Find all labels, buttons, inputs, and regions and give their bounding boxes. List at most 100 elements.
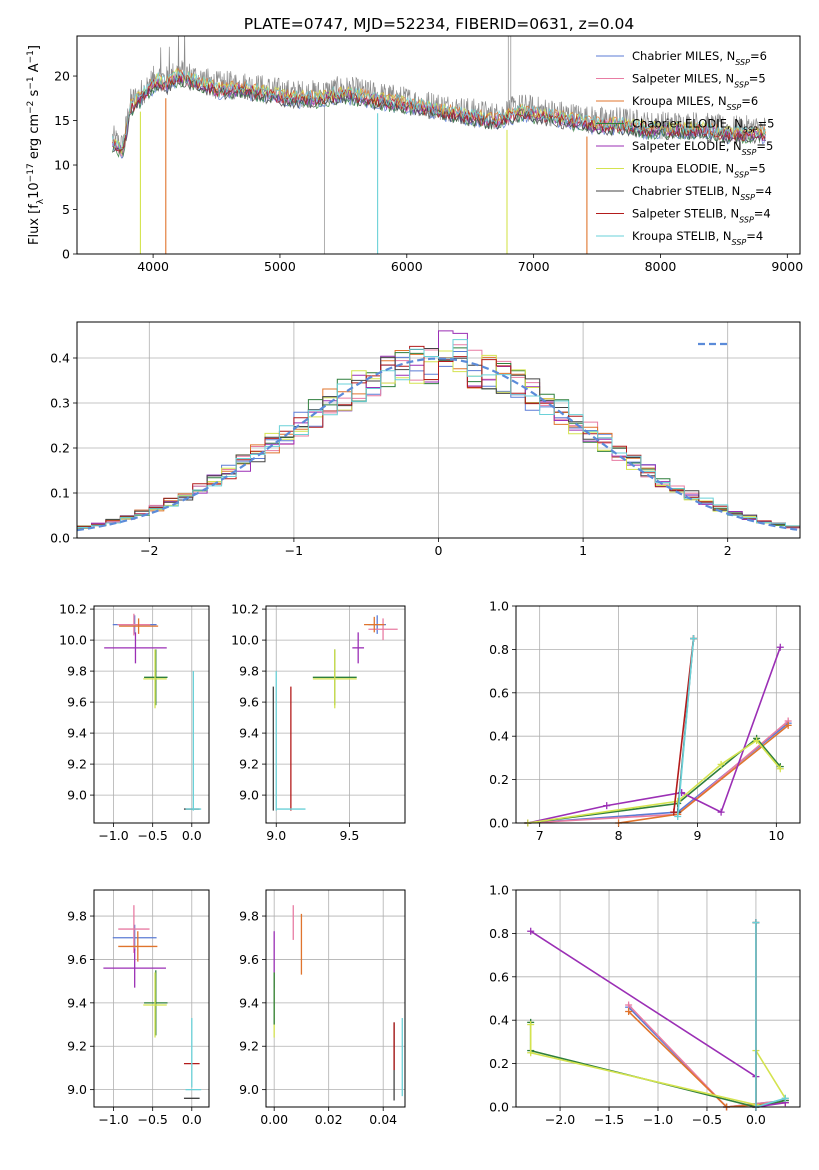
histogram-step: [77, 339, 800, 528]
chart-age_vs_mass: 9.0 9.5 9.0 9.2 9.4 9.6 9.8 10.0 10.2: [231, 602, 406, 843]
y-tick-label: 0.4: [489, 1013, 509, 1028]
weight-marker: [670, 808, 678, 816]
legend-label-suffix: =5: [749, 72, 766, 86]
x-tick-label: 9.5: [339, 828, 359, 843]
chart-residuals: −2 −1 0 1 2 0.0 0.1 0.2 0.3 0.4: [50, 321, 801, 558]
plot-frame: [515, 605, 801, 824]
legend-label: Kroupa ELODIE, NSSP=5: [632, 162, 766, 180]
y-tick-label: 9.6: [239, 952, 259, 967]
legend-label-suffix: =4: [746, 229, 763, 243]
y-tick-label: 0.4: [50, 351, 70, 366]
weight-marker: [776, 765, 784, 773]
y-axis-label-part: A: [27, 63, 42, 76]
data-point: [104, 632, 167, 664]
x-tick-label: 9.0: [266, 828, 286, 843]
data-point: [144, 970, 168, 1036]
y-tick-label: 1.0: [489, 883, 509, 898]
y-tick-label: 0.2: [489, 1056, 509, 1071]
y-axis-label-part: −17: [26, 163, 36, 182]
y-tick-label: 9.6: [239, 695, 259, 710]
chart-spectrum: 4000 5000 6000 7000 8000 9000 0 5 10 15 20 Flux [fλ…: [26, 35, 803, 274]
legend-label-sub: SSP: [727, 103, 742, 112]
y-axis-label-part: −1: [26, 50, 36, 63]
legend-label: Chabrier MILES, NSSP=6: [632, 49, 767, 67]
legend-label-name: Chabrier MILES, N: [632, 49, 735, 63]
weight-marker: [752, 919, 760, 927]
weight-marker: [753, 737, 761, 745]
weight-marker: [674, 812, 682, 820]
weight-marker: [717, 808, 725, 816]
data-point: [143, 649, 167, 709]
legend-label-suffix: =5: [756, 139, 773, 153]
legend-label-name: Kroupa STELIB, N: [632, 229, 732, 243]
chart-mass_vs_ebv: 0.00 0.02 0.04 9.0 9.2 9.4 9.6 9.8: [239, 889, 406, 1127]
legend-label: Salpeter STELIB, NSSP=4: [632, 207, 771, 225]
y-tick-label: 9.4: [67, 726, 87, 741]
data-point: [368, 618, 398, 641]
y-tick-label: 10: [54, 158, 70, 173]
x-tick-label: 8: [615, 828, 623, 843]
y-tick-label: 9.8: [67, 664, 87, 679]
chart-weight_vs_Z: −2.0 −1.5 −1.0 −0.5 0.0 0.0 0.2 0.4 0.6 0.8 1.0: [489, 883, 801, 1127]
x-tick-label: −0.5: [137, 1112, 167, 1127]
data-point: [144, 649, 168, 706]
y-tick-label: 9.6: [67, 695, 87, 710]
legend-label-sub: SSP: [734, 80, 749, 89]
y-tick-label: 0.0: [489, 816, 509, 831]
weight-marker: [527, 927, 535, 935]
y-tick-label: 0.8: [489, 642, 509, 657]
weight-marker: [784, 721, 792, 729]
x-tick-label: 0.0: [182, 828, 202, 843]
legend: Chabrier MILES, NSSP=6 Salpeter MILES, NS…: [596, 49, 774, 247]
data-point: [312, 649, 357, 709]
x-tick-label: −2: [140, 543, 158, 558]
x-tick-label: 0.00: [260, 1112, 288, 1127]
data-point: [119, 618, 159, 634]
y-tick-label: 10.2: [231, 602, 259, 617]
y-tick-label: 0.8: [489, 926, 509, 941]
data-point: [118, 931, 158, 962]
weight-line: [527, 722, 789, 823]
y-tick-label: 10.0: [231, 633, 259, 648]
y-tick-label: 9.4: [239, 726, 259, 741]
x-tick-label: 0.0: [182, 1112, 202, 1127]
legend-label: Salpeter ELODIE, NSSP=5: [632, 139, 773, 157]
model-line: [112, 71, 766, 152]
x-tick-label: −1: [285, 543, 303, 558]
model-line: [112, 69, 766, 149]
y-axis-label-part: −2: [26, 101, 36, 114]
x-tick-label: 0.0: [746, 1112, 766, 1127]
legend-label: Kroupa STELIB, NSSP=4: [632, 229, 763, 247]
weight-line: [628, 1004, 786, 1107]
plot-frame: [515, 889, 801, 1108]
y-tick-label: 20: [54, 69, 70, 84]
y-tick-label: 9.0: [67, 788, 87, 803]
legend-label-name: Chabrier STELIB, N: [632, 184, 740, 198]
x-tick-label: 4000: [137, 259, 169, 274]
legend-label-suffix: =4: [755, 184, 772, 198]
weight-line: [527, 646, 782, 823]
y-tick-label: 0.2: [489, 772, 509, 787]
plot-frame: [265, 889, 406, 1108]
x-tick-label: 10: [768, 828, 784, 843]
y-tick-label: 0.6: [489, 969, 509, 984]
chart-weight_vs_age: 7 8 9 10 0.0 0.2 0.4 0.6 0.8 1.0: [489, 599, 801, 843]
plot-frame: [93, 605, 210, 824]
figure-title: PLATE=0747, MJD=52234, FIBERID=0631, z=0…: [244, 15, 634, 33]
x-tick-label: −2.0: [545, 1112, 575, 1127]
legend-label-name: Kroupa MILES, N: [632, 94, 727, 108]
legend-label: Salpeter MILES, NSSP=5: [632, 72, 766, 90]
y-axis-label-part: s: [27, 89, 42, 100]
y-tick-label: 0: [62, 247, 70, 262]
y-axis-label-part: Flux [f: [27, 204, 42, 245]
legend-label-suffix: =5: [749, 162, 766, 176]
data-point: [364, 616, 385, 633]
chart-age_vs_Z: −1.0 −0.5 0.0 9.0 9.2 9.4 9.6 9.8 10.0 10.2: [59, 602, 210, 843]
x-tick-label: −1.0: [643, 1112, 673, 1127]
y-tick-label: 0.3: [50, 396, 70, 411]
legend-label-sub: SSP: [743, 125, 758, 134]
legend-label-suffix: =4: [754, 207, 771, 221]
weight-marker: [527, 1049, 535, 1057]
legend-label: Kroupa MILES, NSSP=6: [632, 94, 758, 112]
x-tick-label: −1.0: [98, 1112, 128, 1127]
